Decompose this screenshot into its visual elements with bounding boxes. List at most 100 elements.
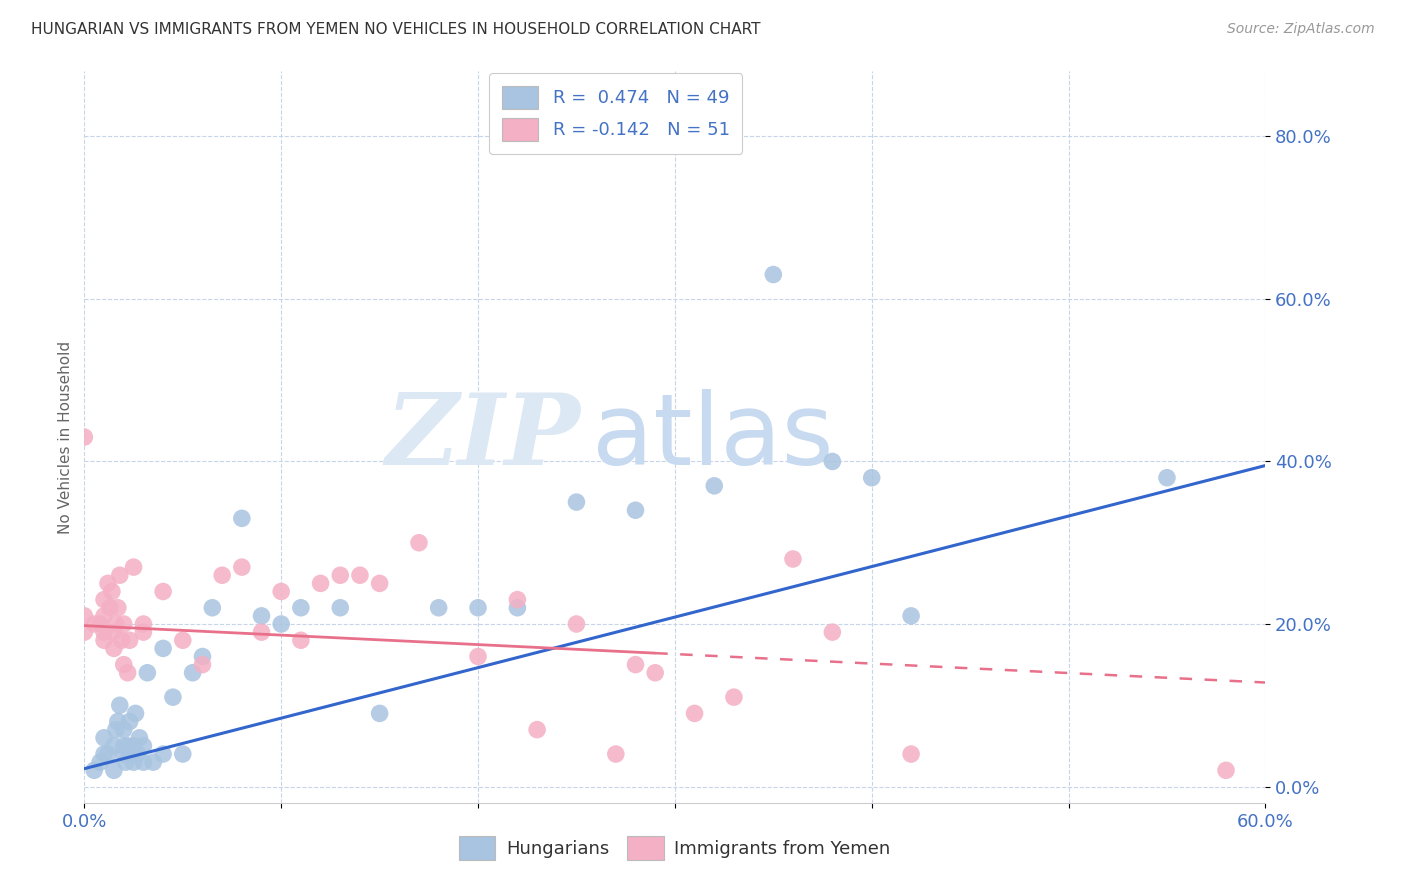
Point [762, 268, 785, 282]
Point [93, 592, 115, 607]
Text: Source: ZipAtlas.com: Source: ZipAtlas.com [1227, 22, 1375, 37]
Point [104, 617, 127, 632]
Point [290, 600, 312, 615]
Point [114, 755, 136, 769]
Point [329, 568, 352, 582]
Text: HUNGARIAN VS IMMIGRANTS FROM YEMEN NO VEHICLES IN HOUSEHOLD CORRELATION CHART: HUNGARIAN VS IMMIGRANTS FROM YEMEN NO VE… [31, 22, 761, 37]
Point [112, 747, 135, 761]
Point [132, 625, 155, 640]
Point [101, 584, 124, 599]
Point [624, 657, 647, 672]
Y-axis label: No Vehicles in Household: No Vehicles in Household [58, 341, 73, 533]
Point [1215, 764, 1237, 778]
Point [108, 698, 131, 713]
Point [526, 723, 548, 737]
Point [112, 723, 135, 737]
Point [132, 617, 155, 632]
Point [723, 690, 745, 705]
Point [93, 747, 115, 761]
Point [136, 665, 159, 680]
Point [172, 633, 194, 648]
Point [132, 755, 155, 769]
Point [644, 665, 666, 680]
Point [181, 665, 204, 680]
Point [73, 430, 96, 444]
Point [782, 552, 804, 566]
Point [117, 739, 139, 753]
Point [270, 584, 292, 599]
Point [162, 690, 184, 705]
Point [73, 608, 96, 623]
Point [132, 739, 155, 753]
Point [900, 608, 922, 623]
Point [122, 560, 145, 574]
Point [467, 600, 489, 615]
Point [103, 625, 125, 640]
Point [93, 608, 115, 623]
Point [104, 723, 127, 737]
Point [250, 608, 273, 623]
Point [117, 665, 139, 680]
Point [103, 739, 125, 753]
Point [201, 600, 224, 615]
Point [506, 600, 529, 615]
Point [73, 625, 96, 640]
Point [152, 641, 174, 656]
Point [211, 568, 233, 582]
Point [231, 560, 253, 574]
Point [127, 747, 149, 761]
Point [506, 592, 529, 607]
Point [329, 600, 352, 615]
Point [427, 600, 450, 615]
Point [1156, 471, 1178, 485]
Point [124, 706, 146, 721]
Point [112, 617, 135, 632]
Point [83, 617, 105, 632]
Text: ZIP: ZIP [385, 389, 581, 485]
Point [98, 600, 121, 615]
Point [83, 764, 105, 778]
Point [103, 764, 125, 778]
Point [309, 576, 332, 591]
Point [122, 739, 145, 753]
Point [112, 739, 135, 753]
Point [93, 633, 115, 648]
Point [152, 747, 174, 761]
Point [821, 625, 844, 640]
Point [128, 731, 150, 745]
Point [93, 731, 115, 745]
Point [108, 568, 131, 582]
Point [565, 617, 588, 632]
Point [624, 503, 647, 517]
Point [107, 600, 129, 615]
Point [191, 657, 214, 672]
Point [703, 479, 725, 493]
Point [290, 633, 312, 648]
Point [97, 747, 120, 761]
Point [191, 649, 214, 664]
Point [93, 625, 115, 640]
Point [349, 568, 371, 582]
Text: atlas: atlas [592, 389, 834, 485]
Point [250, 625, 273, 640]
Point [605, 747, 627, 761]
Point [565, 495, 588, 509]
Point [467, 649, 489, 664]
Point [118, 714, 141, 729]
Point [112, 657, 135, 672]
Point [111, 633, 134, 648]
Point [270, 617, 292, 632]
Point [89, 755, 111, 769]
Point [860, 471, 883, 485]
Point [368, 706, 391, 721]
Point [103, 641, 125, 656]
Point [821, 454, 844, 468]
Point [107, 714, 129, 729]
Point [89, 617, 111, 632]
Point [683, 706, 706, 721]
Point [368, 576, 391, 591]
Point [900, 747, 922, 761]
Point [97, 576, 120, 591]
Point [122, 755, 145, 769]
Point [172, 747, 194, 761]
